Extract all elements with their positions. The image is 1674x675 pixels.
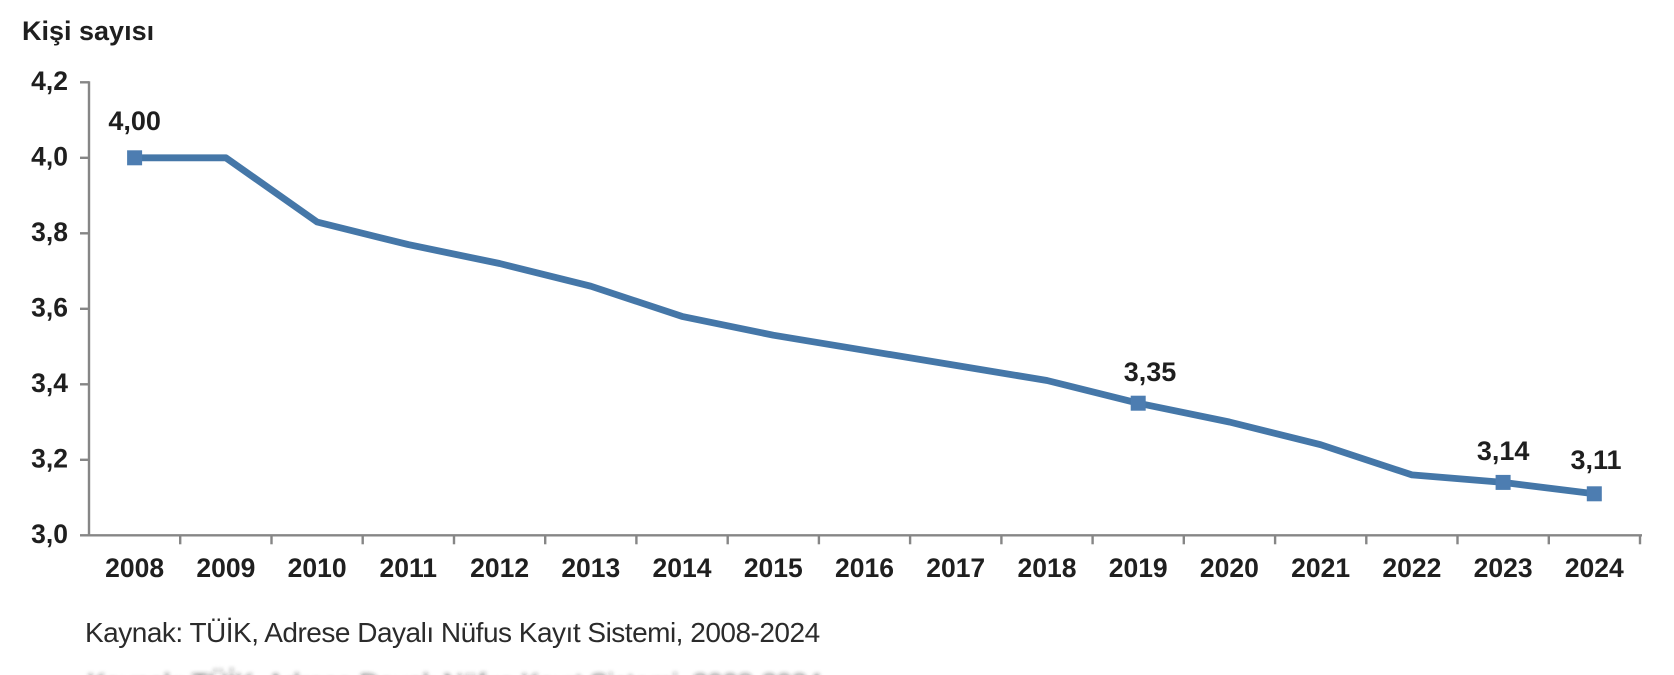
svg-text:2008: 2008: [105, 553, 164, 583]
svg-text:3,4: 3,4: [31, 368, 68, 398]
svg-text:2018: 2018: [1018, 553, 1077, 583]
svg-text:4,00: 4,00: [108, 106, 161, 136]
svg-text:Kaynak: TÜİK, Adrese Dayalı Nü: Kaynak: TÜİK, Adrese Dayalı Nüfus Kayıt …: [87, 668, 822, 675]
svg-text:2023: 2023: [1474, 553, 1533, 583]
svg-text:2017: 2017: [926, 553, 985, 583]
svg-text:2022: 2022: [1382, 553, 1441, 583]
svg-text:2009: 2009: [196, 553, 255, 583]
svg-text:2019: 2019: [1109, 553, 1168, 583]
svg-text:2016: 2016: [835, 553, 894, 583]
svg-text:4,2: 4,2: [31, 66, 68, 96]
svg-text:2021: 2021: [1291, 553, 1350, 583]
svg-text:3,0: 3,0: [31, 519, 68, 549]
svg-text:3,2: 3,2: [31, 444, 68, 474]
svg-text:2011: 2011: [380, 553, 438, 583]
svg-text:2024: 2024: [1565, 553, 1624, 583]
svg-text:2014: 2014: [653, 553, 712, 583]
svg-text:2020: 2020: [1200, 553, 1259, 583]
svg-text:Kişi sayısı: Kişi sayısı: [22, 16, 154, 46]
svg-text:3,14: 3,14: [1477, 436, 1530, 466]
svg-text:2010: 2010: [288, 553, 347, 583]
svg-text:4,0: 4,0: [31, 142, 68, 172]
svg-text:2015: 2015: [744, 553, 803, 583]
svg-text:2013: 2013: [561, 553, 620, 583]
svg-text:3,8: 3,8: [31, 217, 68, 247]
svg-text:3,35: 3,35: [1124, 357, 1177, 387]
svg-text:Kaynak: TÜİK, Adrese Dayalı Nü: Kaynak: TÜİK, Adrese Dayalı Nüfus Kayıt …: [85, 617, 820, 648]
svg-text:3,6: 3,6: [31, 293, 68, 323]
svg-text:2012: 2012: [470, 553, 529, 583]
svg-text:3,11: 3,11: [1570, 445, 1621, 475]
